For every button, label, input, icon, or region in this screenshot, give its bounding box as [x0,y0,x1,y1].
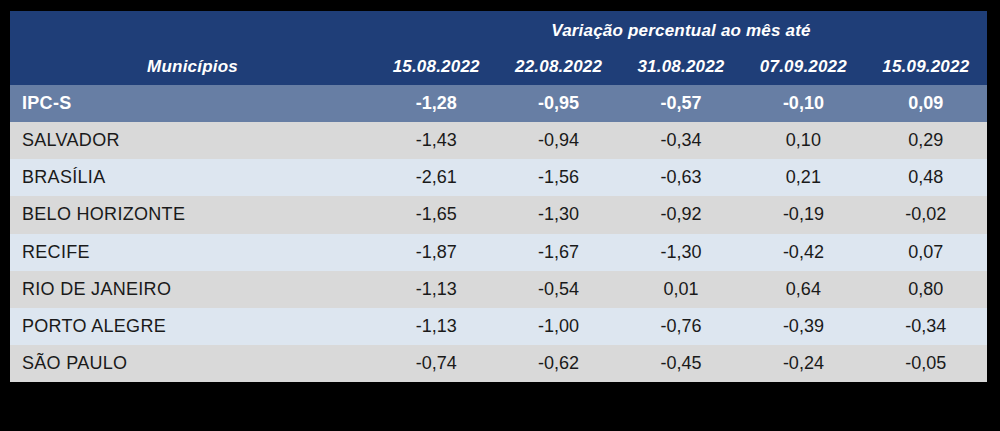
table-body: IPC-S-1,28-0,95-0,57-0,100,09SALVADOR-1,… [10,85,987,382]
value-cell: -1,30 [497,204,619,225]
value-cell: 0,80 [865,279,987,300]
value-cell: -1,00 [497,316,619,337]
value-cell: -2,61 [375,167,497,188]
value-cell: 0,01 [620,279,742,300]
row-label: SÃO PAULO [10,353,375,374]
table-title: Variação percentual ao mês até [375,13,987,41]
value-cell: -0,92 [620,204,742,225]
ipcs-variation-table: Variação percentual ao mês até Município… [10,11,987,382]
date-column-header: 15.09.2022 [865,57,987,85]
value-cell: -0,39 [742,316,864,337]
value-cell: -0,42 [742,242,864,263]
table-row: RECIFE-1,87-1,67-1,30-0,420,07 [10,234,987,271]
summary-row: IPC-S-1,28-0,95-0,57-0,100,09 [10,85,987,122]
date-column-header: 22.08.2022 [497,57,619,85]
value-cell: 0,10 [742,130,864,151]
value-cell: -1,87 [375,242,497,263]
page-background: Variação percentual ao mês até Município… [0,0,1000,431]
value-cell: -0,76 [620,316,742,337]
value-cell: -0,95 [497,93,619,114]
table-row: PORTO ALEGRE-1,13-1,00-0,76-0,39-0,34 [10,308,987,345]
value-cell: -0,94 [497,130,619,151]
value-cell: -0,74 [375,353,497,374]
value-cell: -0,24 [742,353,864,374]
table-row: BRASÍLIA-2,61-1,56-0,630,210,48 [10,159,987,196]
table-row: RIO DE JANEIRO-1,13-0,540,010,640,80 [10,271,987,308]
value-cell: -1,28 [375,93,497,114]
value-cell: -0,34 [865,316,987,337]
value-cell: -0,19 [742,204,864,225]
date-column-header: 31.08.2022 [620,57,742,85]
value-cell: -1,30 [620,242,742,263]
table-title-row: Variação percentual ao mês até [10,11,987,43]
table-row: SÃO PAULO-0,74-0,62-0,45-0,24-0,05 [10,345,987,382]
column-header-municipios: Municípios [10,57,375,85]
table-row: SALVADOR-1,43-0,94-0,340,100,29 [10,122,987,159]
value-cell: -1,13 [375,279,497,300]
value-cell: 0,07 [865,242,987,263]
row-label: PORTO ALEGRE [10,316,375,337]
date-column-header: 15.08.2022 [375,57,497,85]
value-cell: -0,45 [620,353,742,374]
value-cell: 0,64 [742,279,864,300]
value-cell: -0,05 [865,353,987,374]
row-label: IPC-S [10,93,375,114]
value-cell: 0,21 [742,167,864,188]
row-label: BRASÍLIA [10,167,375,188]
table-header: Variação percentual ao mês até Município… [10,11,987,85]
value-cell: -1,56 [497,167,619,188]
value-cell: -1,43 [375,130,497,151]
value-cell: -0,63 [620,167,742,188]
value-cell: 0,48 [865,167,987,188]
value-cell: -0,54 [497,279,619,300]
row-label: BELO HORIZONTE [10,204,375,225]
column-header-row: Municípios 15.08.202222.08.202231.08.202… [10,43,987,85]
row-label: RECIFE [10,242,375,263]
date-column-header: 07.09.2022 [742,57,864,85]
value-cell: -0,10 [742,93,864,114]
value-cell: -0,62 [497,353,619,374]
row-label: SALVADOR [10,130,375,151]
table-row: BELO HORIZONTE-1,65-1,30-0,92-0,19-0,02 [10,196,987,233]
value-cell: -0,57 [620,93,742,114]
value-cell: 0,09 [865,93,987,114]
value-cell: -1,13 [375,316,497,337]
value-cell: 0,29 [865,130,987,151]
value-cell: -1,67 [497,242,619,263]
row-label: RIO DE JANEIRO [10,279,375,300]
value-cell: -1,65 [375,204,497,225]
value-cell: -0,02 [865,204,987,225]
value-cell: -0,34 [620,130,742,151]
